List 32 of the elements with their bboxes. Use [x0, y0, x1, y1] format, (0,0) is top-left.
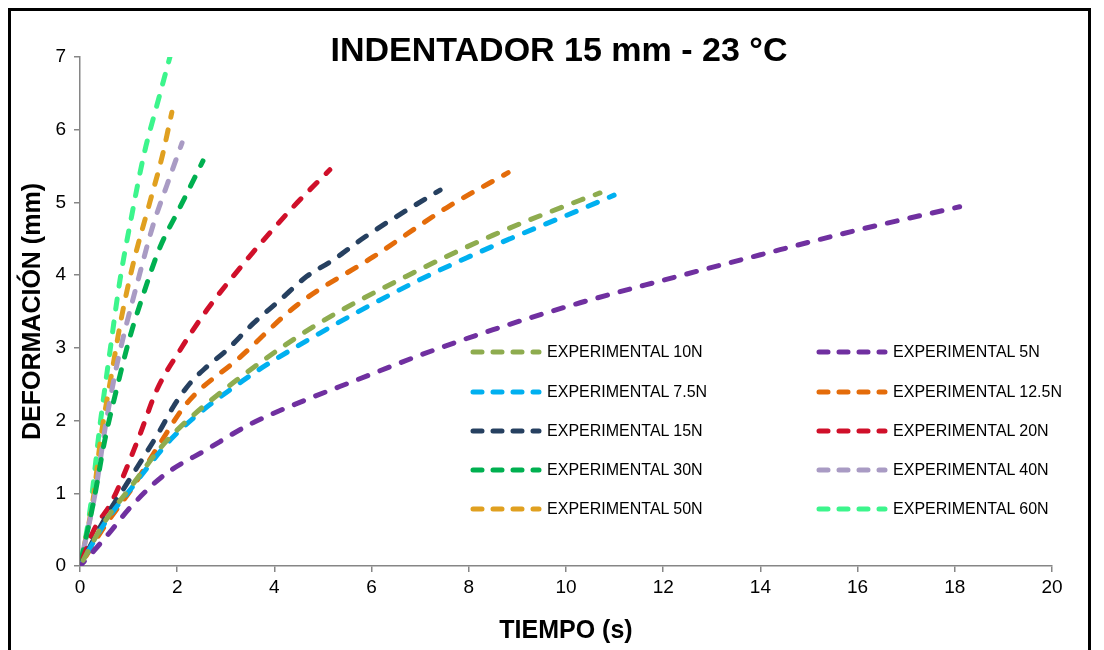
x-tick-label: 16 — [847, 575, 869, 597]
x-tick-label: 6 — [366, 575, 377, 597]
legend-label: EXPERIMENTAL 60N — [893, 500, 1049, 519]
x-tick-label: 20 — [1041, 575, 1063, 597]
y-tick-label: 2 — [55, 408, 66, 430]
legend-label: EXPERIMENTAL 10N — [547, 343, 703, 362]
x-axis-title: TIEMPO (s) — [499, 614, 633, 643]
legend-label: EXPERIMENTAL 20N — [893, 421, 1049, 440]
x-tick-label: 10 — [555, 575, 577, 597]
x-tick-label: 14 — [749, 575, 772, 597]
y-tick-label: 4 — [55, 263, 67, 285]
x-tick-label: 18 — [944, 575, 966, 597]
y-axis-title: DEFORMACIÓN (mm) — [15, 183, 45, 440]
legend-label: EXPERIMENTAL 30N — [547, 461, 703, 480]
legend-label: EXPERIMENTAL 12.5N — [893, 382, 1062, 401]
y-tick-label: 5 — [55, 190, 66, 212]
legend-label: EXPERIMENTAL 50N — [547, 500, 703, 519]
y-tick-label: 1 — [55, 481, 66, 503]
x-tick-label: 0 — [74, 575, 86, 597]
x-tick-label: 2 — [171, 575, 183, 597]
y-tick-label: 3 — [55, 336, 66, 358]
legend-label: EXPERIMENTAL 5N — [893, 343, 1040, 362]
y-tick-label: 0 — [55, 554, 66, 576]
y-tick-label: 6 — [55, 117, 66, 139]
x-tick-label: 8 — [463, 575, 475, 597]
x-tick-label: 4 — [269, 575, 281, 597]
legend-label: EXPERIMENTAL 7.5N — [547, 382, 708, 401]
legend-label: EXPERIMENTAL 40N — [893, 461, 1049, 480]
y-tick-label: 7 — [55, 45, 66, 67]
legend-label: EXPERIMENTAL 15N — [547, 421, 703, 440]
chart-title: INDENTADOR 15 mm - 23 °C — [329, 30, 789, 68]
x-tick-label: 12 — [652, 575, 674, 597]
